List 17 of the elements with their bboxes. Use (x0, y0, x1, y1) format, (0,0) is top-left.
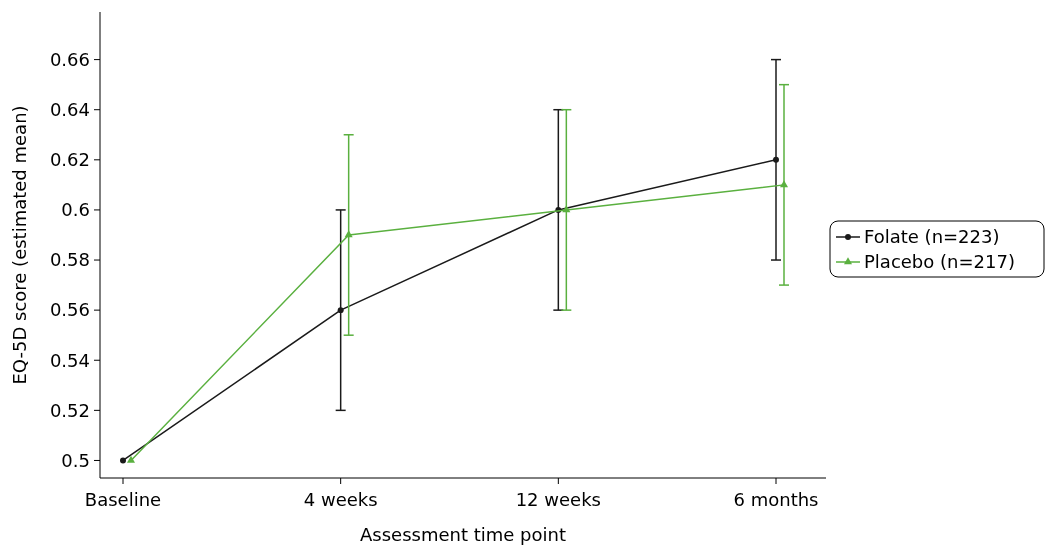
x-tick-label: Baseline (84, 489, 162, 510)
x-axis-title: Assessment time point (360, 524, 566, 545)
y-tick-label: 0.66 (49, 48, 90, 70)
y-tick-label: 0.6 (61, 199, 90, 221)
y-tick-label: 0.52 (49, 399, 90, 421)
legend-label: Placebo (n=217) (864, 251, 1015, 273)
y-tick-label: 0.54 (49, 349, 90, 371)
y-tick-label: 0.64 (49, 99, 90, 121)
y-tick-label: 0.58 (49, 249, 90, 271)
y-tick-label: 0.56 (49, 299, 90, 321)
legend-label: Folate (n=223) (864, 226, 1000, 248)
x-tick-label: 12 weeks (515, 489, 601, 510)
y-tick-label: 0.5 (61, 449, 90, 471)
x-tick-label: 4 weeks (303, 489, 378, 510)
y-tick-label: 0.62 (49, 149, 90, 171)
y-axis-title: EQ-5D score (estimated mean) (9, 105, 30, 385)
x-tick-label: 6 months (733, 489, 819, 510)
